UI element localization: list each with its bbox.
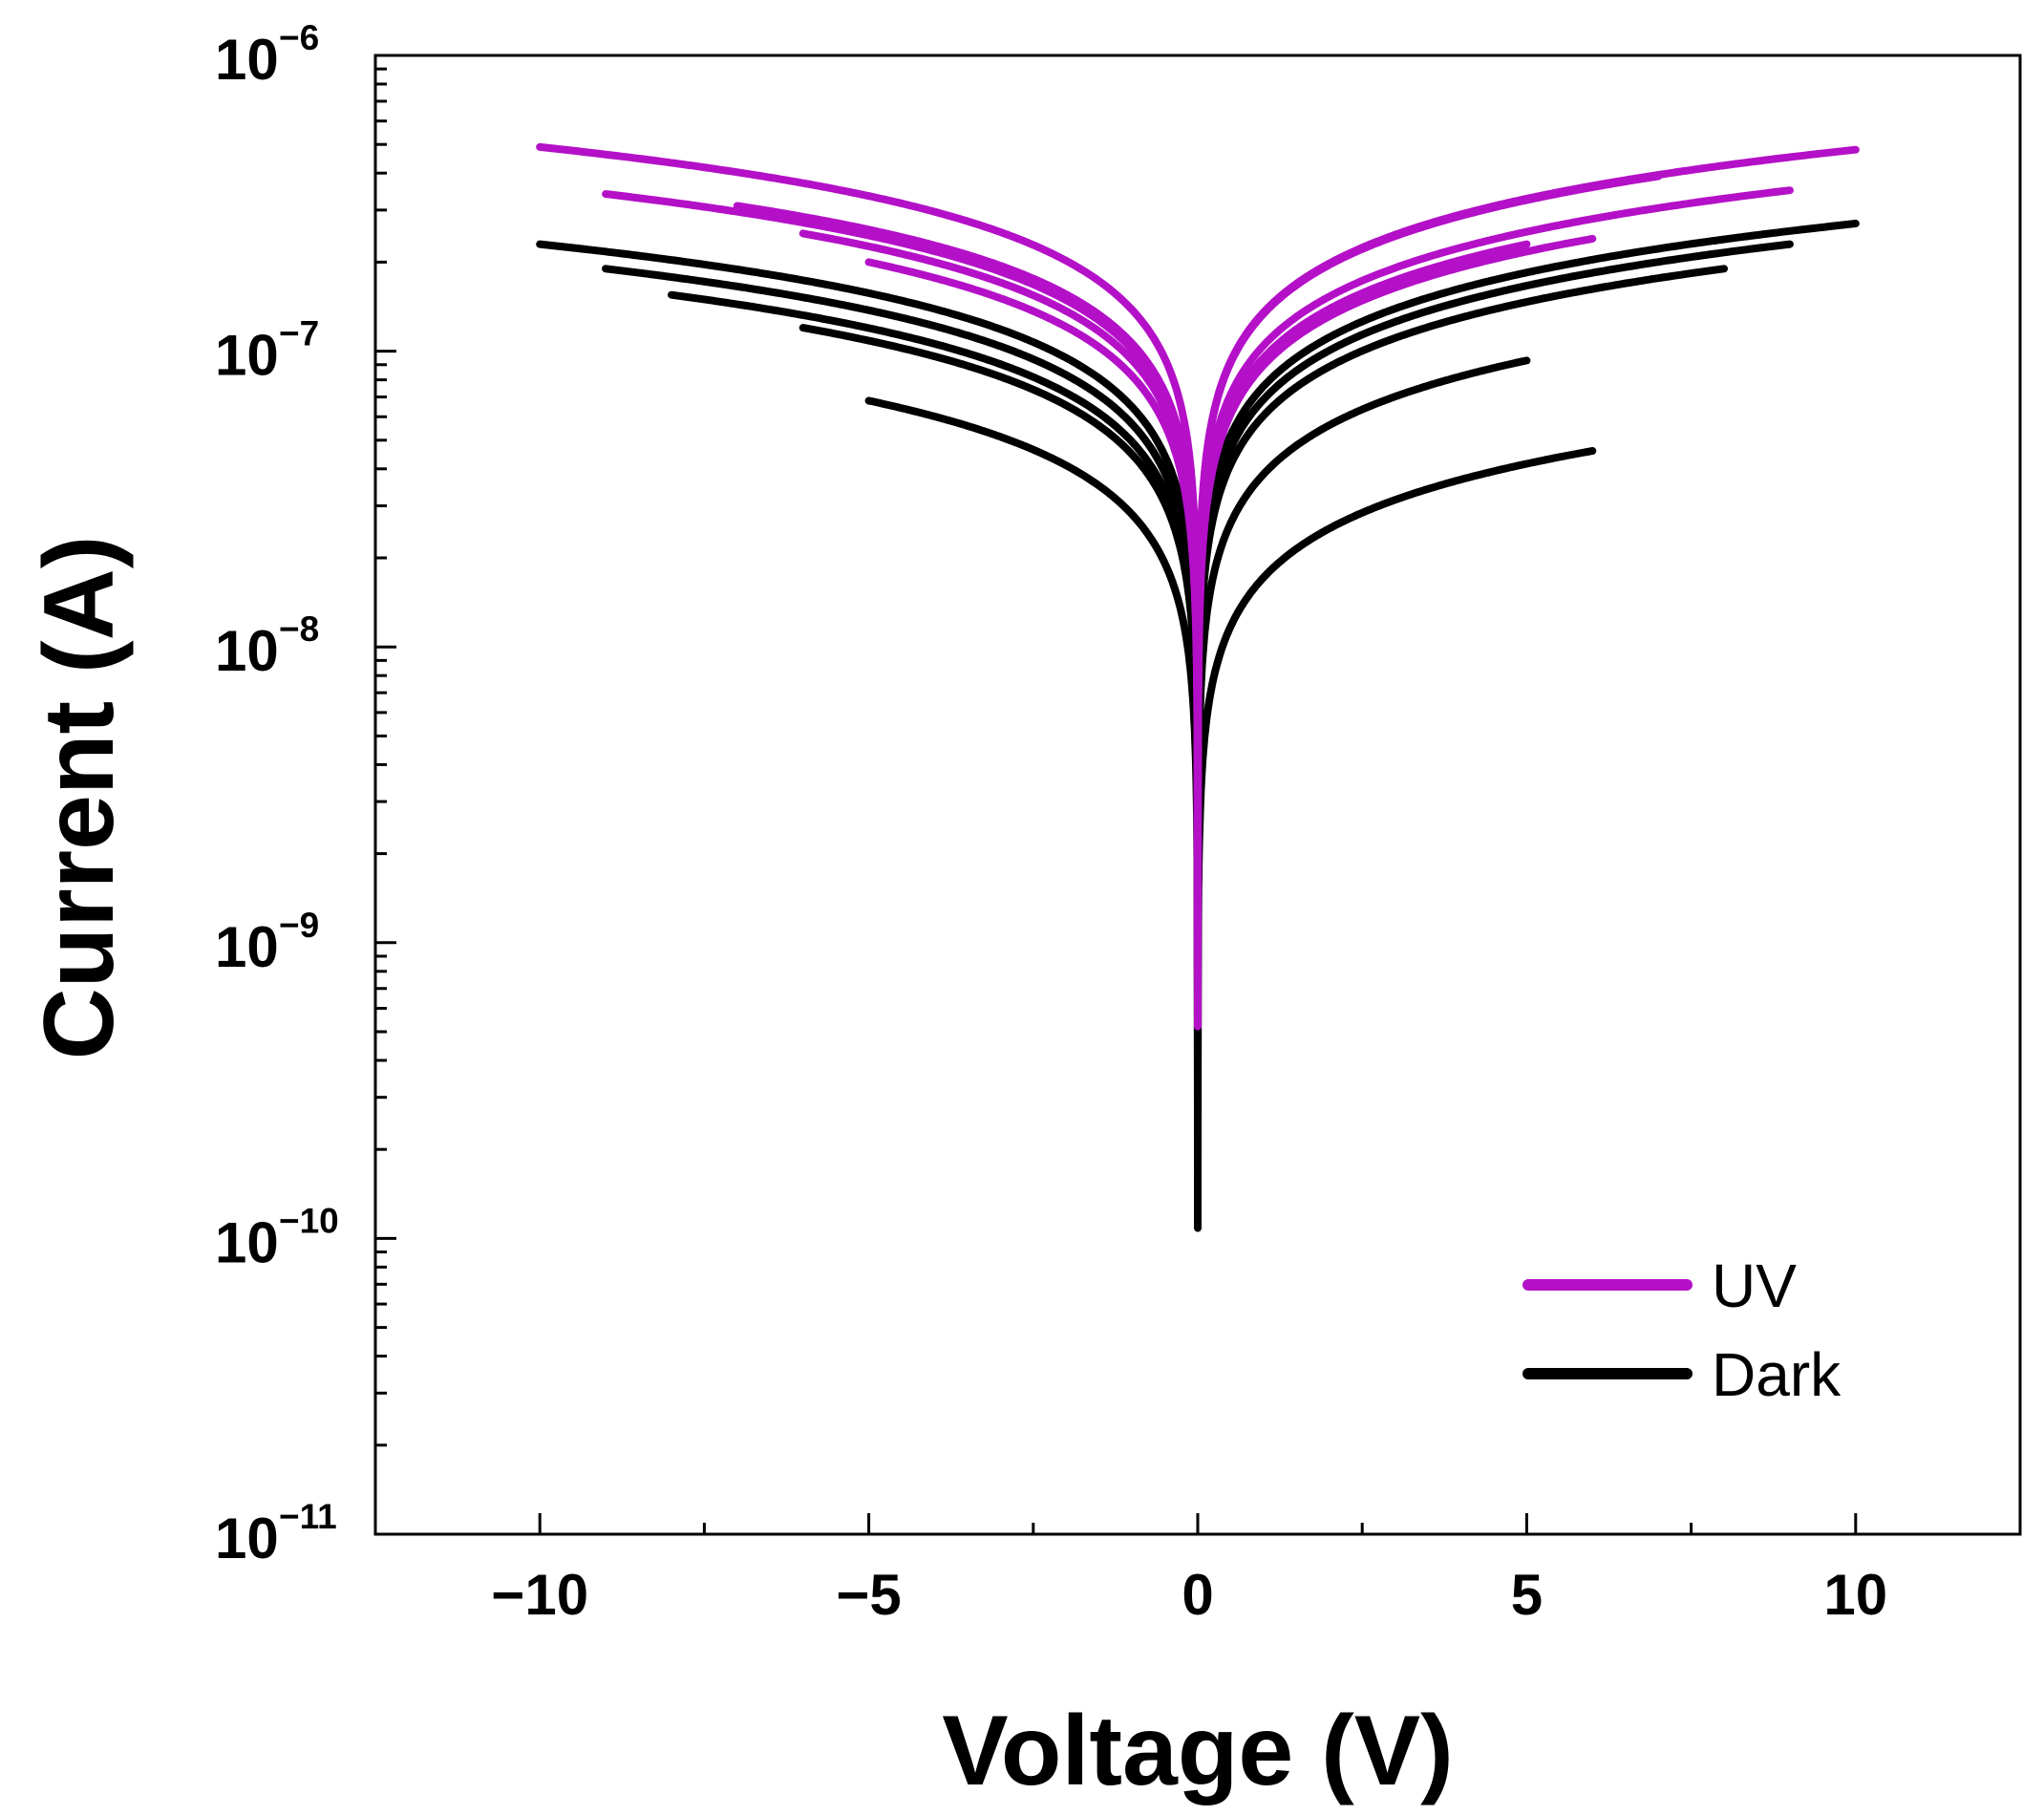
y-tick-label: 10 −9 [215, 906, 319, 979]
y-tick-exponent: −6 [279, 18, 319, 57]
uv-sweep-positive [1194, 186, 1794, 1000]
uv-sweep-negative [536, 142, 1202, 965]
y-tick-base: 10 [215, 28, 279, 92]
y-tick-base: 10 [215, 324, 279, 388]
y-axis-title: Current (A) [24, 536, 135, 1060]
legend-label-uv: UV [1712, 1251, 1797, 1320]
x-tick-label: 0 [1182, 1563, 1213, 1627]
legend-label-dark: Dark [1712, 1340, 1842, 1409]
x-tick-label: −5 [836, 1563, 901, 1627]
legend: UV Dark [1522, 1251, 1842, 1409]
dark-sweep-positive [1194, 447, 1597, 1232]
y-tick-exponent: −7 [279, 314, 319, 353]
y-tick-base: 10 [215, 619, 279, 683]
series-layer [536, 142, 1860, 1232]
y-tick-exponent: −8 [279, 609, 319, 649]
dark-sweep-positive [1194, 240, 1794, 1055]
x-tick-label: 5 [1511, 1563, 1543, 1627]
y-tick-label: 10 −10 [215, 1201, 339, 1274]
y-tick-label: 10 −7 [215, 314, 319, 388]
uv-sweep-positive [1194, 240, 1531, 1013]
x-tick-label: −10 [491, 1563, 588, 1627]
y-tick-label: 10 −8 [215, 609, 319, 683]
uv-sweep-negative [798, 229, 1202, 1015]
y-tick-exponent: −9 [279, 906, 319, 945]
x-tick-label: 10 [1823, 1563, 1887, 1627]
y-tick-base: 10 [215, 915, 279, 979]
uv-sweep-negative [733, 202, 1202, 998]
dark-sweep-positive [1194, 265, 1728, 1071]
dark-sweep-negative [602, 265, 1202, 1079]
y-tick-base: 10 [215, 1210, 279, 1274]
dark-sweep-negative [864, 396, 1202, 1169]
dark-sweep-negative [798, 324, 1202, 1109]
dark-sweep-positive [1194, 356, 1531, 1129]
ticks-layer [375, 53, 1858, 1536]
y-tick-exponent: −11 [279, 1497, 337, 1536]
x-axis-title: Voltage (V) [942, 1696, 1453, 1806]
dark-sweep-negative [536, 240, 1202, 1061]
y-tick-label: 10 −11 [215, 1497, 337, 1570]
uv-sweep-negative [864, 258, 1202, 1031]
dark-sweep-positive [1194, 220, 1860, 1041]
y-tick-base: 10 [215, 1506, 279, 1570]
y-tick-label: 10 −6 [215, 18, 319, 92]
y-tick-exponent: −10 [279, 1201, 339, 1240]
dark-sweep-negative [668, 290, 1202, 1097]
uv-sweep-positive [1194, 172, 1663, 969]
